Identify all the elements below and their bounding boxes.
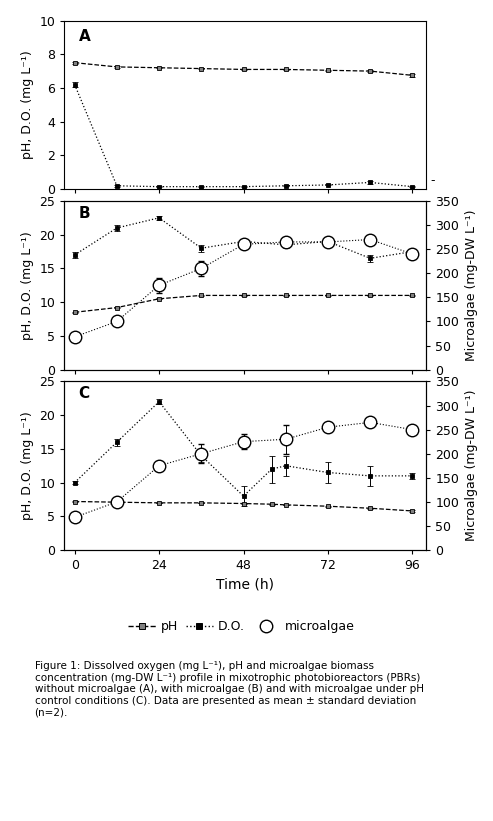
Y-axis label: pH, D.O. (mg L⁻¹): pH, D.O. (mg L⁻¹) (21, 50, 34, 159)
X-axis label: Time (h): Time (h) (216, 578, 274, 592)
Legend: pH, D.O., microalgae: pH, D.O., microalgae (123, 615, 360, 638)
Y-axis label: Microalgae (mg-DW L⁻¹): Microalgae (mg-DW L⁻¹) (465, 390, 478, 542)
Y-axis label: Microalgae (mg-DW L⁻¹): Microalgae (mg-DW L⁻¹) (465, 209, 478, 361)
Text: Figure 1: Dissolved oxygen (mg L⁻¹), pH and microalgae biomass
concentration (mg: Figure 1: Dissolved oxygen (mg L⁻¹), pH … (35, 661, 423, 718)
Text: B: B (78, 206, 90, 221)
Y-axis label: pH, D.O. (mg L⁻¹): pH, D.O. (mg L⁻¹) (21, 411, 34, 521)
Text: C: C (78, 387, 90, 401)
Text: A: A (78, 29, 90, 44)
Y-axis label: pH, D.O. (mg L⁻¹): pH, D.O. (mg L⁻¹) (21, 231, 34, 340)
Text: -: - (430, 175, 434, 187)
